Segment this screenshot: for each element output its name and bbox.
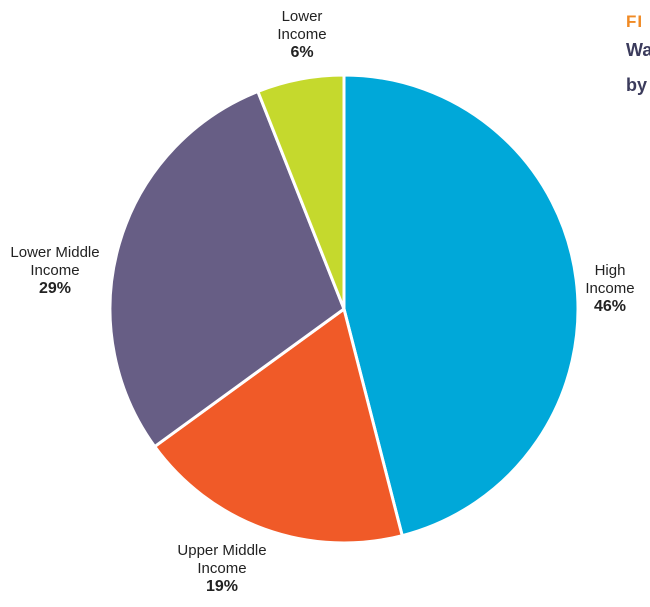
figure-kicker: FI: [626, 12, 644, 31]
pie-slice-lower-income: [256, 73, 346, 311]
slice-name: High Income: [585, 262, 635, 297]
slice-label-lower-income: Lower Income 6%: [262, 8, 342, 62]
chart-title-line-2: by: [626, 75, 648, 95]
chart-title-line-1: Wa: [626, 40, 650, 60]
slice-percent: 46%: [593, 298, 627, 315]
slice-percent: 6%: [290, 44, 314, 61]
pie-slice-lower-middle-income: [108, 89, 346, 449]
slice-label-lower-middle-income: Lower Middle Income 29%: [0, 244, 110, 298]
slice-name: Lower Income: [277, 8, 327, 43]
slice-label-upper-middle-income: Upper Middle Income 19%: [157, 542, 287, 596]
slice-percent: 19%: [205, 578, 239, 595]
pie-slice-high-income: [342, 73, 580, 538]
slice-name: Upper Middle Income: [177, 542, 267, 577]
slice-name: Lower Middle Income: [10, 244, 100, 279]
slice-percent: 29%: [38, 280, 72, 297]
slice-label-high-income: High Income 46%: [570, 262, 650, 316]
pie-slice-upper-middle-income: [153, 307, 404, 545]
